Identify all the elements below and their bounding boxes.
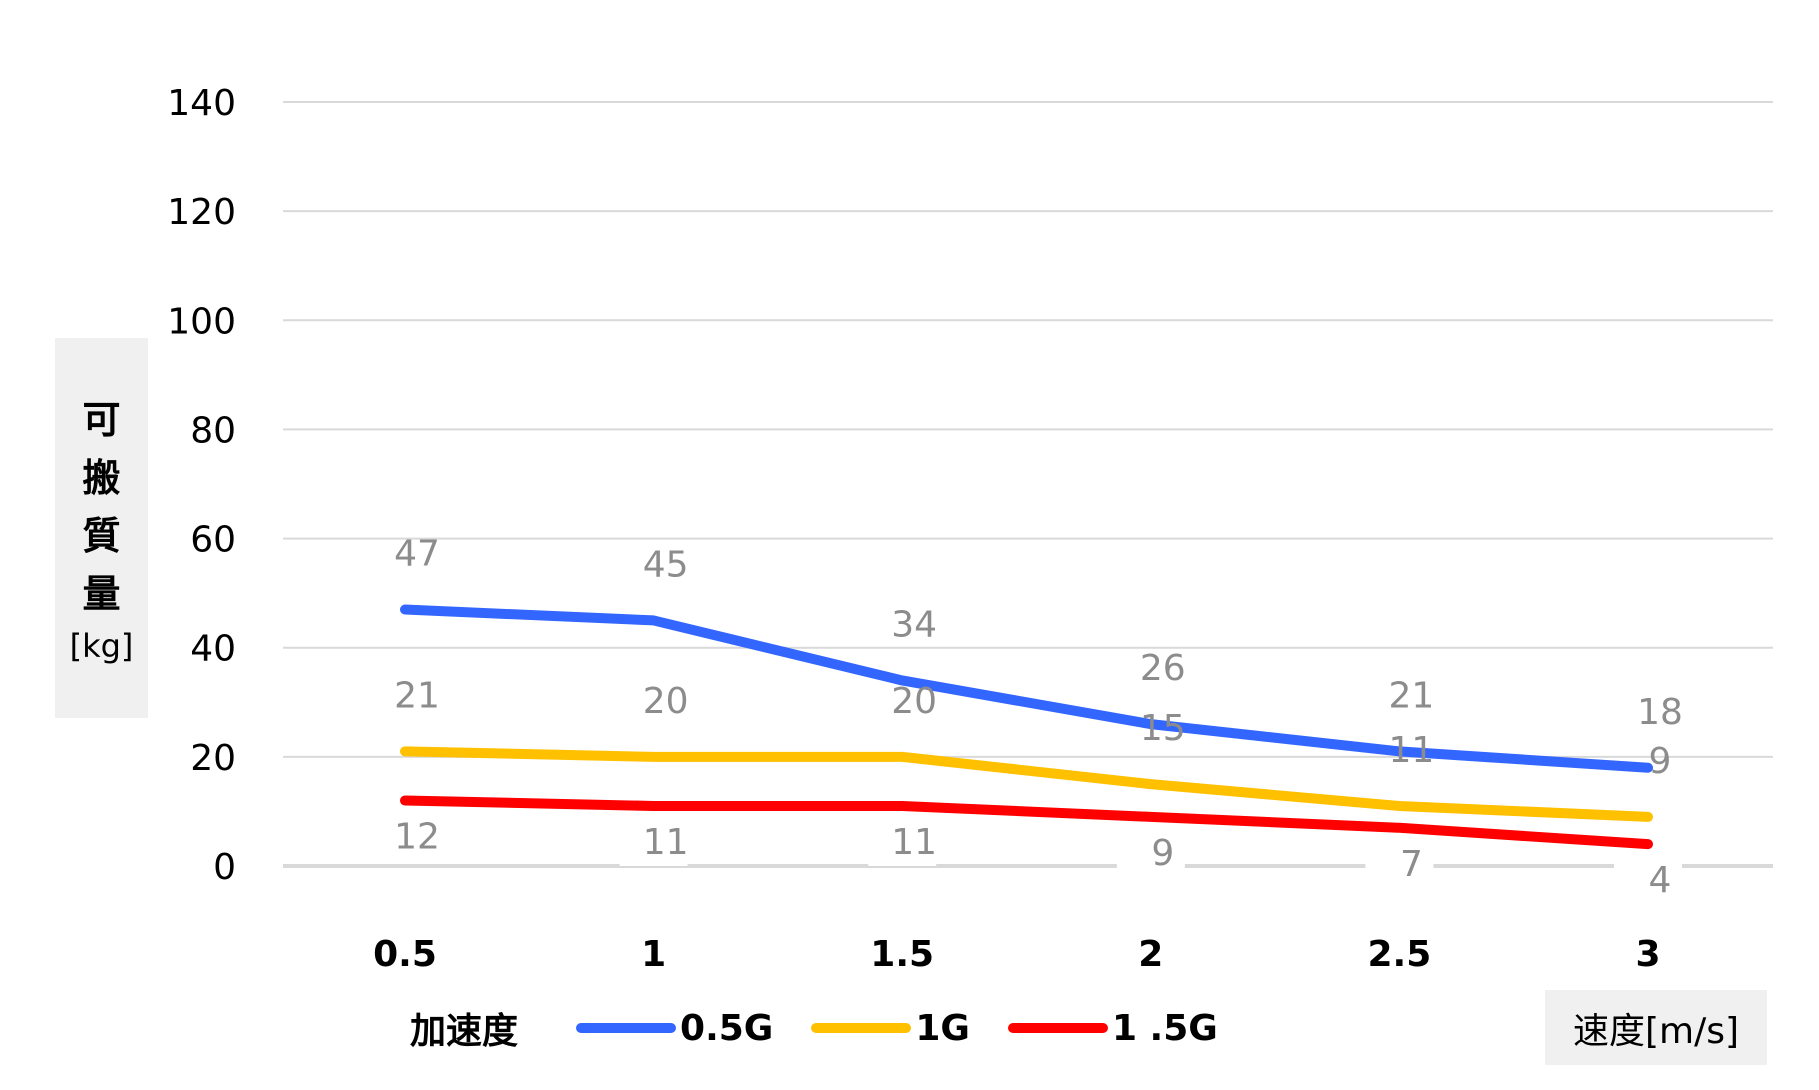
y-tick-label: 100 xyxy=(167,301,236,342)
legend-item-1g: 1G xyxy=(811,1008,970,1049)
data-label: 21 xyxy=(1388,675,1434,716)
data-label: 34 xyxy=(891,604,937,645)
data-label: 11 xyxy=(891,822,937,863)
data-label: 9 xyxy=(1649,741,1672,782)
legend-label-1g: 1G xyxy=(915,1007,970,1049)
y-axis-title-char: 搬 xyxy=(82,456,121,500)
data-label: 47 xyxy=(394,534,440,575)
data-label-bg xyxy=(371,816,439,861)
y-tick-label: 0 xyxy=(213,847,236,888)
y-tick-label: 40 xyxy=(190,629,236,670)
y-axis-title-char: 質 xyxy=(82,514,121,558)
x-tick-label: 2 xyxy=(1138,934,1163,975)
data-label-bg xyxy=(868,821,937,866)
data-labels: 47 45 34 26 21 18 21 20 20 15 11 9 12 11 11 9 7 4 xyxy=(371,534,1683,905)
legend-item-1-5g: 1 .5G xyxy=(1007,1007,1218,1049)
x-tick-label: 1 xyxy=(641,934,666,975)
legend: 加速度 0.5G 1G 1 .5G xyxy=(410,998,1256,1058)
legend-swatch-0-5g xyxy=(576,1023,677,1033)
y-tick-label: 20 xyxy=(190,738,236,779)
x-tick-label: 2.5 xyxy=(1368,934,1432,975)
legend-label-0-5g: 0.5G xyxy=(680,1007,774,1049)
y-axis-ticks: 0 20 40 60 80 100 120 140 xyxy=(167,83,236,888)
data-label: 4 xyxy=(1649,860,1672,901)
legend-item-0-5g: 0.5G xyxy=(576,1008,773,1049)
data-label-bg xyxy=(1365,843,1434,888)
series-line-1G xyxy=(400,746,1653,822)
data-label: 11 xyxy=(1388,730,1434,771)
data-label: 11 xyxy=(643,822,689,863)
y-axis-unit: [kg] xyxy=(69,627,134,665)
data-label: 26 xyxy=(1140,648,1186,689)
y-axis-title: 可搬質量 [kg] xyxy=(55,338,148,718)
data-label: 7 xyxy=(1400,844,1423,885)
data-label: 20 xyxy=(891,681,937,722)
legend-swatch-1g xyxy=(811,1023,912,1033)
x-tick-label: 1.5 xyxy=(870,934,934,975)
data-label: 9 xyxy=(1151,833,1174,874)
y-tick-label: 60 xyxy=(190,520,236,561)
y-axis-title-char: 可 xyxy=(82,398,121,442)
data-label: 20 xyxy=(643,681,689,722)
series-line-15G xyxy=(400,795,1653,850)
series-line-05G xyxy=(400,604,1653,773)
legend-label-1-5g: 1 .5G xyxy=(1111,1007,1218,1049)
data-label-bg xyxy=(1614,860,1682,905)
y-axis-title-text: 可搬質量 xyxy=(82,391,120,623)
series-lines xyxy=(400,604,1653,850)
data-label: 45 xyxy=(643,544,689,585)
y-tick-label: 140 xyxy=(167,83,236,124)
y-tick-label: 120 xyxy=(167,192,236,233)
data-label-bg xyxy=(619,821,688,866)
y-axis-title-char: 量 xyxy=(82,572,121,616)
data-label-bg xyxy=(1116,832,1185,877)
x-axis-ticks: 0.5 1 1.5 2 2.5 3 xyxy=(373,934,1660,975)
x-tick-label: 0.5 xyxy=(373,934,437,975)
data-label: 15 xyxy=(1140,708,1186,749)
data-label: 12 xyxy=(394,817,440,858)
legend-title: 加速度 xyxy=(410,1011,519,1052)
x-tick-label: 3 xyxy=(1635,934,1660,975)
x-axis-title: 速度[m/s] xyxy=(1545,990,1767,1065)
data-label: 21 xyxy=(394,675,440,716)
data-label: 18 xyxy=(1637,692,1683,733)
y-tick-label: 80 xyxy=(190,410,236,451)
legend-swatch-1-5g xyxy=(1007,1023,1108,1033)
